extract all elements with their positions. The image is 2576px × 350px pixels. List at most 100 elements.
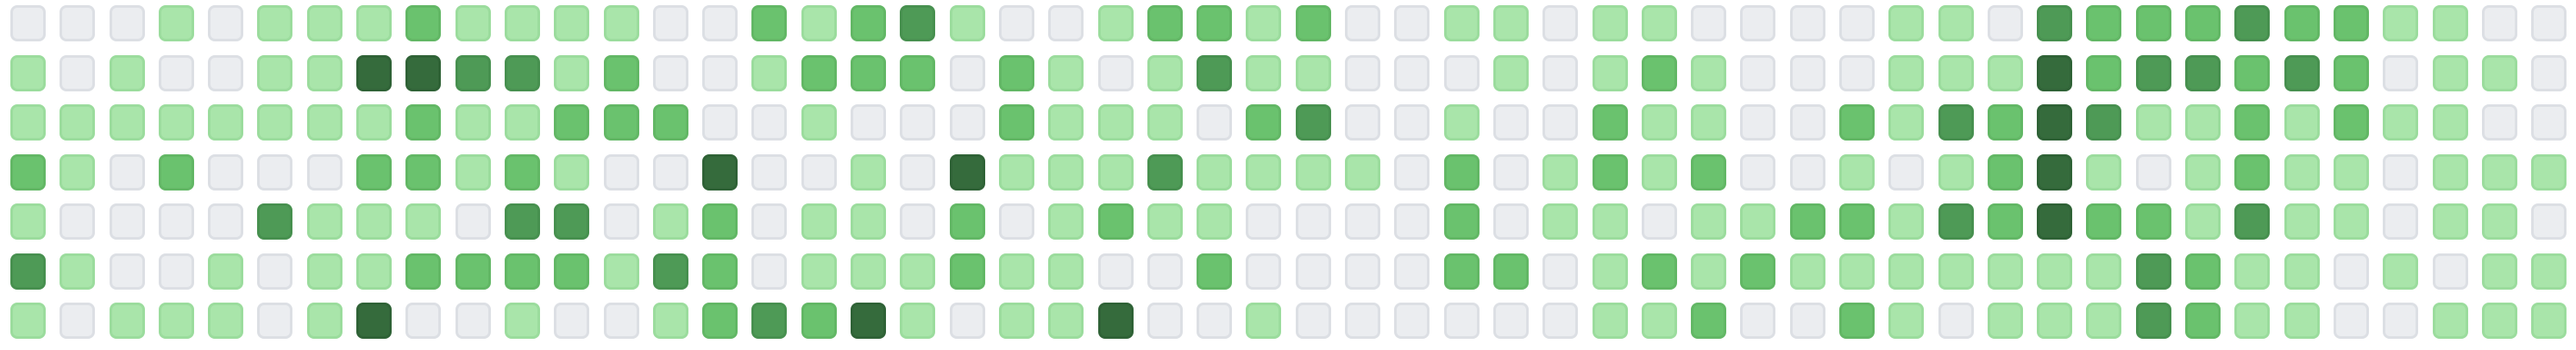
contribution-cell[interactable] <box>504 153 540 191</box>
contribution-cell[interactable] <box>2432 54 2468 91</box>
contribution-cell[interactable] <box>208 5 244 41</box>
contribution-cell[interactable] <box>851 203 887 240</box>
contribution-cell[interactable] <box>405 303 442 339</box>
contribution-cell[interactable] <box>208 253 244 290</box>
contribution-cell[interactable] <box>1691 153 1727 191</box>
contribution-cell[interactable] <box>1888 303 1925 339</box>
contribution-cell[interactable] <box>1443 203 1480 240</box>
contribution-cell[interactable] <box>2086 104 2122 141</box>
contribution-cell[interactable] <box>1295 303 1331 339</box>
contribution-cell[interactable] <box>900 203 936 240</box>
contribution-cell[interactable] <box>1147 253 1183 290</box>
contribution-cell[interactable] <box>998 203 1034 240</box>
contribution-cell[interactable] <box>1492 5 1529 41</box>
contribution-cell[interactable] <box>949 253 985 290</box>
contribution-cell[interactable] <box>109 253 145 290</box>
contribution-cell[interactable] <box>652 5 688 41</box>
contribution-cell[interactable] <box>504 203 540 240</box>
contribution-cell[interactable] <box>2086 5 2122 41</box>
contribution-cell[interactable] <box>1197 5 1233 41</box>
contribution-cell[interactable] <box>1838 203 1875 240</box>
contribution-cell[interactable] <box>2432 253 2468 290</box>
contribution-cell[interactable] <box>356 153 393 191</box>
contribution-cell[interactable] <box>702 5 738 41</box>
contribution-cell[interactable] <box>306 253 342 290</box>
contribution-cell[interactable] <box>1888 5 1925 41</box>
contribution-cell[interactable] <box>1345 253 1381 290</box>
contribution-cell[interactable] <box>405 54 442 91</box>
contribution-cell[interactable] <box>900 253 936 290</box>
contribution-cell[interactable] <box>208 54 244 91</box>
contribution-cell[interactable] <box>2432 303 2468 339</box>
contribution-cell[interactable] <box>1246 303 1282 339</box>
contribution-cell[interactable] <box>1740 104 1776 141</box>
contribution-cell[interactable] <box>2481 5 2517 41</box>
contribution-cell[interactable] <box>2481 104 2517 141</box>
contribution-cell[interactable] <box>949 203 985 240</box>
contribution-cell[interactable] <box>60 54 96 91</box>
contribution-cell[interactable] <box>2383 203 2419 240</box>
contribution-cell[interactable] <box>1147 104 1183 141</box>
contribution-cell[interactable] <box>1987 54 2023 91</box>
contribution-cell[interactable] <box>2333 153 2369 191</box>
contribution-cell[interactable] <box>1592 54 1628 91</box>
contribution-cell[interactable] <box>949 54 985 91</box>
contribution-cell[interactable] <box>257 303 293 339</box>
contribution-cell[interactable] <box>2037 253 2073 290</box>
contribution-cell[interactable] <box>2037 5 2073 41</box>
contribution-cell[interactable] <box>1443 303 1480 339</box>
contribution-cell[interactable] <box>1987 303 2023 339</box>
contribution-cell[interactable] <box>1641 104 1677 141</box>
contribution-cell[interactable] <box>1838 153 1875 191</box>
contribution-cell[interactable] <box>702 203 738 240</box>
contribution-cell[interactable] <box>2037 54 2073 91</box>
contribution-cell[interactable] <box>2234 5 2271 41</box>
contribution-cell[interactable] <box>702 54 738 91</box>
contribution-cell[interactable] <box>1740 303 1776 339</box>
contribution-cell[interactable] <box>455 54 491 91</box>
contribution-cell[interactable] <box>2432 153 2468 191</box>
contribution-cell[interactable] <box>1789 5 1825 41</box>
contribution-cell[interactable] <box>1345 104 1381 141</box>
contribution-cell[interactable] <box>1888 104 1925 141</box>
contribution-cell[interactable] <box>2383 104 2419 141</box>
contribution-cell[interactable] <box>60 203 96 240</box>
contribution-cell[interactable] <box>1097 104 1134 141</box>
contribution-cell[interactable] <box>2234 54 2271 91</box>
contribution-cell[interactable] <box>603 54 639 91</box>
contribution-cell[interactable] <box>2284 104 2320 141</box>
contribution-cell[interactable] <box>1641 153 1677 191</box>
contribution-cell[interactable] <box>109 203 145 240</box>
contribution-cell[interactable] <box>1542 104 1579 141</box>
contribution-cell[interactable] <box>1048 5 1084 41</box>
contribution-cell[interactable] <box>1492 203 1529 240</box>
contribution-cell[interactable] <box>2333 203 2369 240</box>
contribution-cell[interactable] <box>306 5 342 41</box>
contribution-cell[interactable] <box>2531 303 2567 339</box>
contribution-cell[interactable] <box>10 153 46 191</box>
contribution-cell[interactable] <box>257 253 293 290</box>
contribution-cell[interactable] <box>652 54 688 91</box>
contribution-cell[interactable] <box>158 303 194 339</box>
contribution-cell[interactable] <box>1246 203 1282 240</box>
contribution-cell[interactable] <box>949 153 985 191</box>
contribution-cell[interactable] <box>1938 5 1974 41</box>
contribution-cell[interactable] <box>1592 303 1628 339</box>
contribution-cell[interactable] <box>1789 203 1825 240</box>
contribution-cell[interactable] <box>1097 54 1134 91</box>
contribution-cell[interactable] <box>257 5 293 41</box>
contribution-cell[interactable] <box>158 104 194 141</box>
contribution-cell[interactable] <box>1394 253 1430 290</box>
contribution-cell[interactable] <box>1443 54 1480 91</box>
contribution-cell[interactable] <box>554 203 590 240</box>
contribution-cell[interactable] <box>60 153 96 191</box>
contribution-cell[interactable] <box>60 104 96 141</box>
contribution-cell[interactable] <box>2234 203 2271 240</box>
contribution-cell[interactable] <box>1740 203 1776 240</box>
contribution-cell[interactable] <box>998 104 1034 141</box>
contribution-cell[interactable] <box>455 203 491 240</box>
contribution-cell[interactable] <box>1246 153 1282 191</box>
contribution-cell[interactable] <box>1197 54 1233 91</box>
contribution-cell[interactable] <box>652 303 688 339</box>
contribution-cell[interactable] <box>1938 104 1974 141</box>
